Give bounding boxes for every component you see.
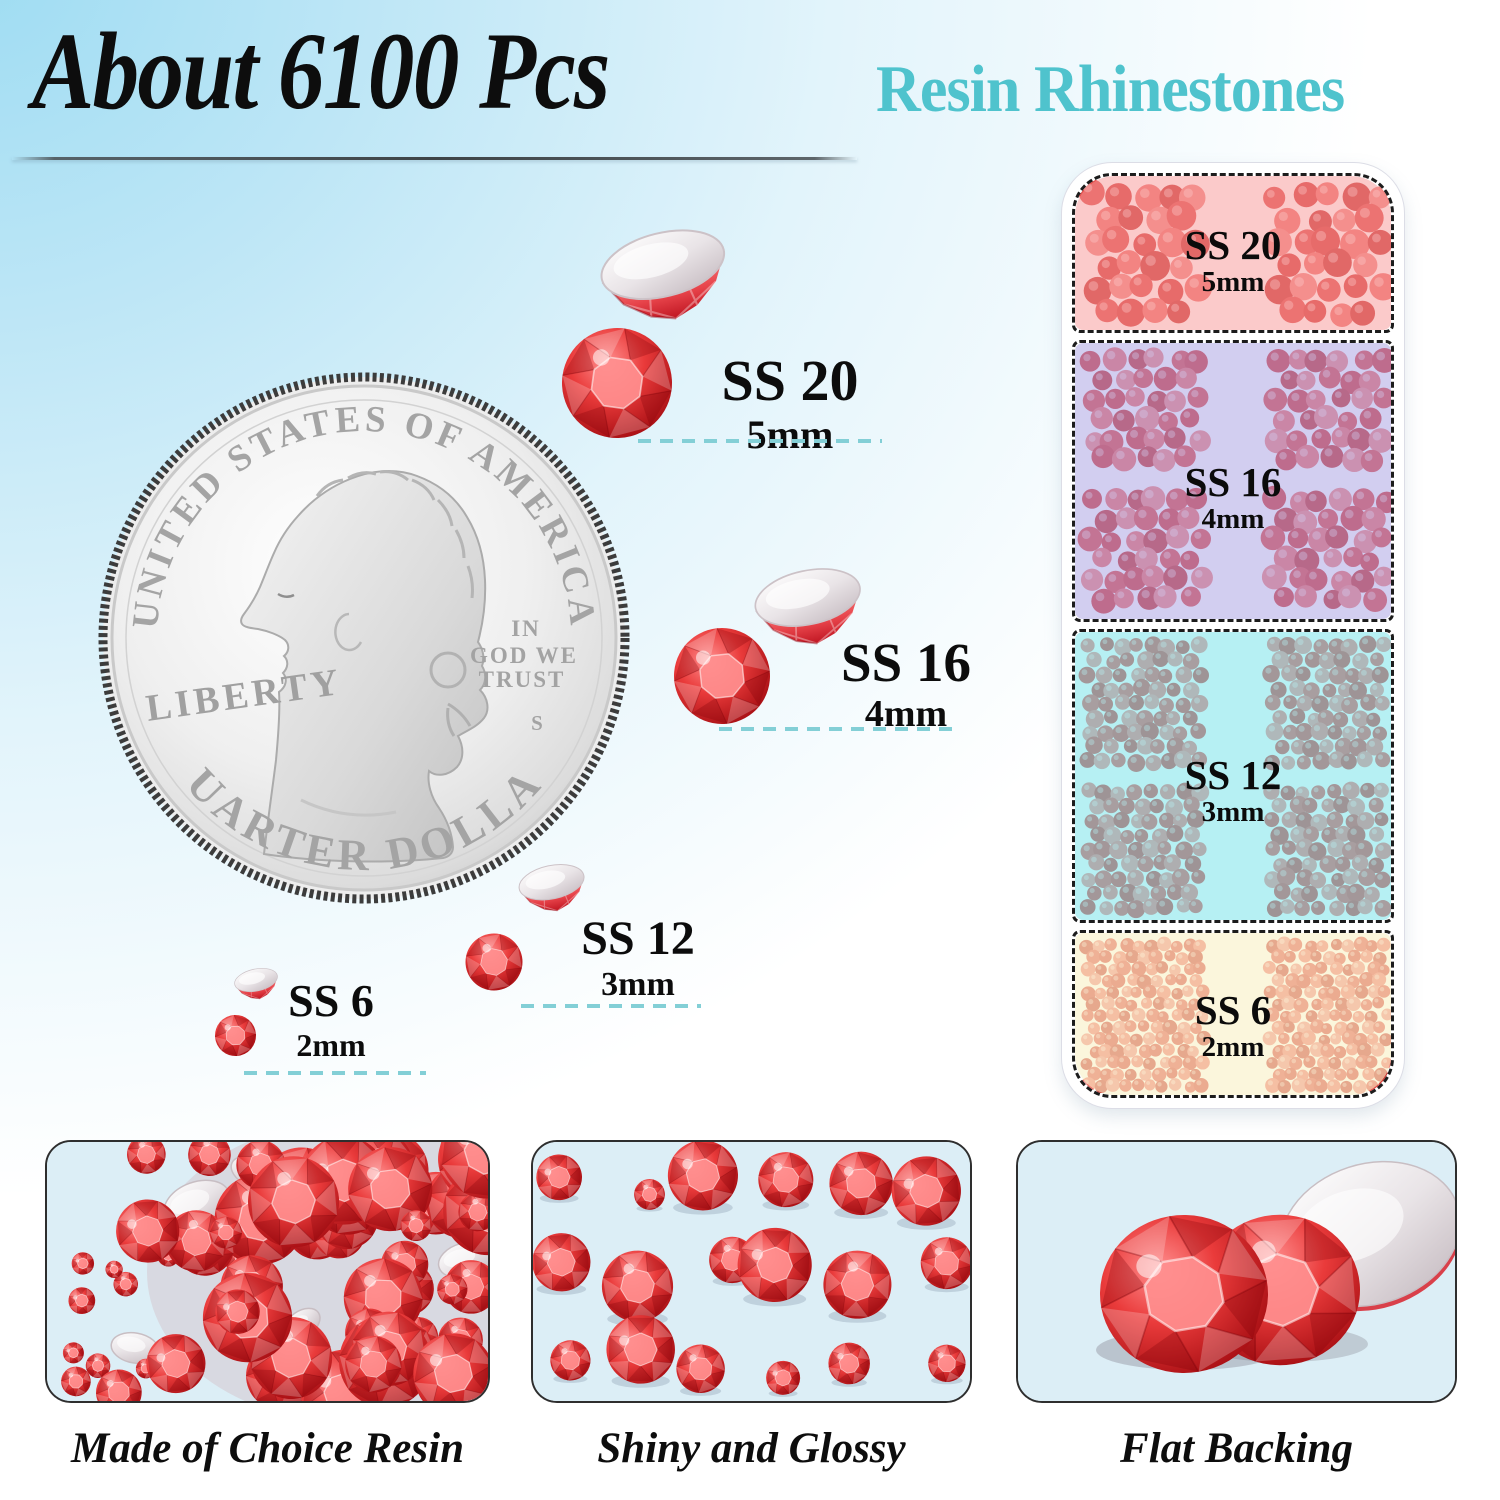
size-label: SS 12 [581,912,695,965]
section-tint [1075,343,1391,619]
size-callout-ss20: SS 20 5mm [690,352,890,455]
dashed-underline [244,1071,426,1075]
section-label: SS 12 3mm [1075,752,1391,829]
box-section-ss12: SS 12 3mm [1072,629,1394,923]
section-size-label: SS 6 [1194,987,1272,1033]
section-tint [1075,933,1391,1095]
section-label: SS 20 5mm [1075,222,1391,299]
page-title: About 6100 Pcs [32,10,610,132]
rhinestone-side-view-icon [590,215,741,339]
dashed-underline [521,1004,701,1008]
coin-motto: IN GOD WE TRUST S [470,616,578,735]
panel-caption: Made of Choice Resin [71,1425,464,1472]
box-section-ss20: SS 20 5mm [1072,173,1394,333]
size-mm: 2mm [296,1027,366,1063]
section-label: SS 6 2mm [1075,987,1391,1064]
size-mm: 5mm [746,412,834,457]
section-label: SS 16 4mm [1075,459,1391,536]
page-subtitle: Resin Rhinestones [876,51,1345,126]
rhinestone-top-view-icon [674,628,770,724]
dashed-underline [638,439,882,443]
panel-caption: Flat Backing [1120,1425,1353,1472]
section-size-mm: 2mm [1201,1031,1265,1064]
panel-caption: Shiny and Glossy [597,1425,906,1472]
box-section-ss16: SS 16 4mm [1072,340,1394,622]
section-size-label: SS 20 [1184,222,1282,268]
section-size-mm: 4mm [1201,503,1265,536]
title-divider [12,157,857,160]
svg-text:TRUST: TRUST [479,667,566,692]
size-callout-ss16: SS 16 4mm [806,635,1006,733]
size-callout-ss6: SS 6 2mm [239,975,423,1063]
photo-panel-backing [1016,1140,1457,1403]
size-mm: 3mm [601,966,675,1003]
dashed-underline [719,727,961,731]
rhinestone-top-view-icon [562,328,672,438]
quarter-coin-graphic: UNITED STATES OF AMERICA QUARTER DOLLAR … [96,370,630,904]
section-size-mm: 3mm [1201,796,1265,829]
photo-panel-resin [45,1140,490,1403]
panel-photo [1018,1142,1455,1401]
size-callout-ss12: SS 12 3mm [543,915,733,1002]
section-size-mm: 5mm [1201,266,1265,299]
panel-photo [533,1142,970,1401]
section-tint [1075,632,1391,920]
size-mm: 4mm [864,693,948,735]
coin-mint-mark: S [531,711,543,735]
size-label: SS 16 [841,632,971,693]
rhinestone-storage-box: SS 20 5mm SS 16 4mm SS 12 3mm SS 6 2mm [1062,163,1404,1108]
svg-text:GOD WE: GOD WE [470,643,578,668]
panel-photo [47,1142,488,1401]
section-size-label: SS 16 [1184,459,1282,505]
box-section-ss6: SS 6 2mm [1072,930,1394,1098]
svg-text:IN: IN [511,616,541,641]
size-label: SS 6 [288,975,374,1026]
size-label: SS 20 [721,348,859,413]
section-tint [1075,176,1391,330]
rhinestone-top-view-icon [465,933,523,991]
rhinestone-top-view-icon [214,1014,257,1057]
washington-profile [239,469,489,863]
photo-panel-shiny [531,1140,972,1403]
section-size-label: SS 12 [1184,752,1282,798]
